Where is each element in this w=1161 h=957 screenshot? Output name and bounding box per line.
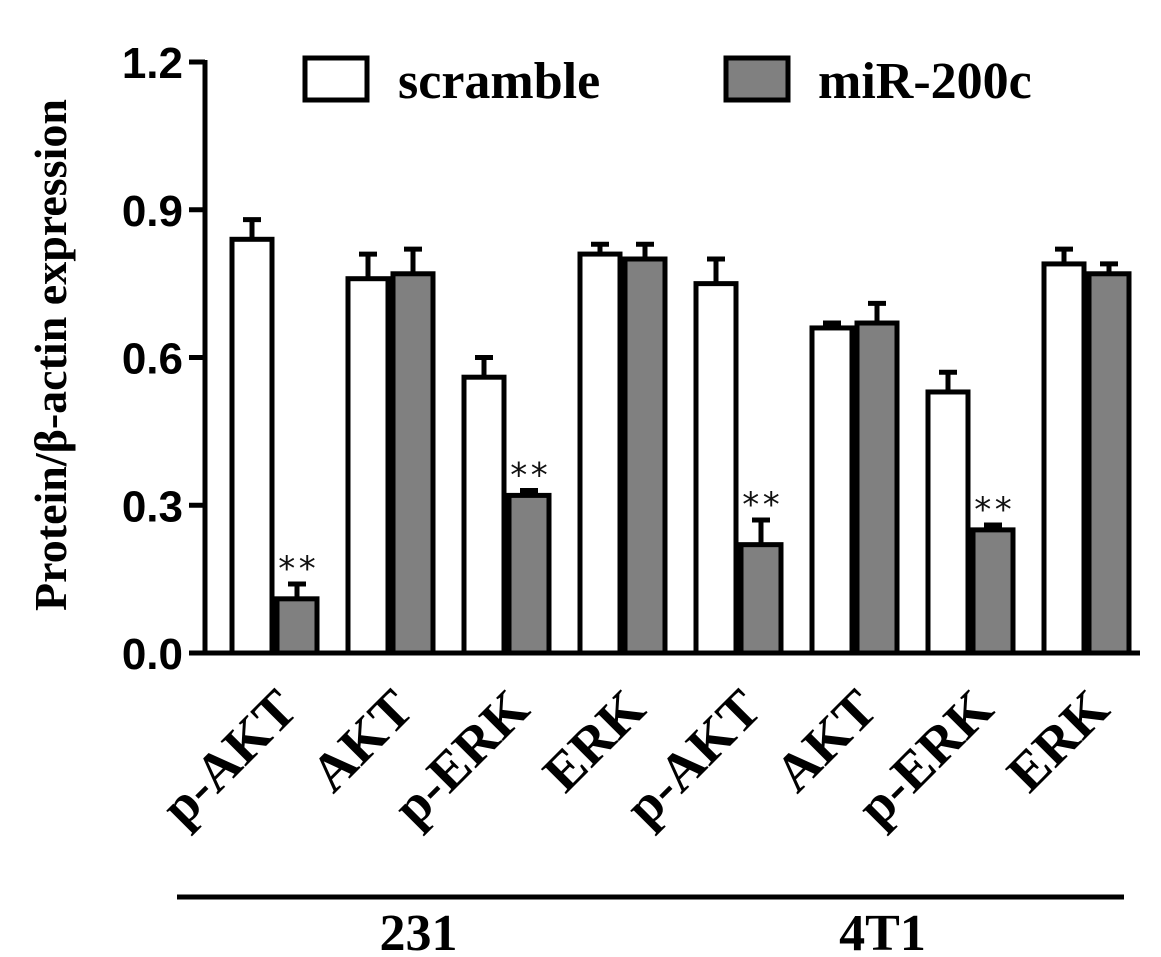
bar-mir-200c — [970, 527, 1016, 656]
category-label: ERK — [995, 678, 1120, 803]
bar-scramble — [461, 374, 507, 656]
bar-scramble — [577, 251, 623, 656]
group-label: 231 — [380, 905, 458, 957]
y-tick-label: 0.3 — [122, 482, 183, 531]
bar-mir-200c — [390, 271, 436, 656]
legend-swatch-mir-200c — [723, 55, 791, 103]
bar-mir-200c — [622, 256, 668, 656]
bar-scramble — [693, 281, 739, 656]
legend-swatch-scramble — [302, 55, 370, 103]
bar-mir-200c — [1086, 271, 1132, 656]
group-label: 4T1 — [839, 905, 926, 957]
y-axis-label: Protein/β-actin expression — [25, 99, 76, 611]
bar-mir-200c — [738, 542, 784, 656]
bar-mir-200c — [854, 320, 900, 656]
significance-marker: ** — [509, 455, 550, 495]
bar-mir-200c — [506, 492, 552, 656]
y-tick-label: 1.2 — [122, 39, 183, 88]
bar-scramble — [345, 276, 391, 656]
significance-marker: ** — [741, 485, 782, 525]
y-axis: 0.0 0.3 0.6 0.9 1.2 — [122, 39, 208, 679]
legend: scramble miR-200c — [302, 53, 1032, 110]
y-tick-label: 0.9 — [122, 187, 183, 236]
bar-scramble — [925, 389, 971, 656]
significance-marker: ** — [277, 549, 318, 589]
bar-scramble — [1041, 261, 1087, 656]
legend-label: miR-200c — [818, 53, 1032, 110]
group-labels: 231 4T1 — [177, 894, 1124, 957]
significance-marker: ** — [973, 490, 1014, 530]
legend-label: scramble — [398, 53, 600, 110]
bar-scramble — [809, 325, 855, 656]
category-label: p-AKT — [149, 678, 308, 837]
y-tick-label: 0.0 — [122, 630, 183, 679]
bar-mir-200c — [274, 596, 320, 656]
bars: ** ** ** ** — [229, 217, 1132, 656]
y-tick-label: 0.6 — [122, 335, 183, 384]
bar-scramble — [229, 236, 275, 656]
